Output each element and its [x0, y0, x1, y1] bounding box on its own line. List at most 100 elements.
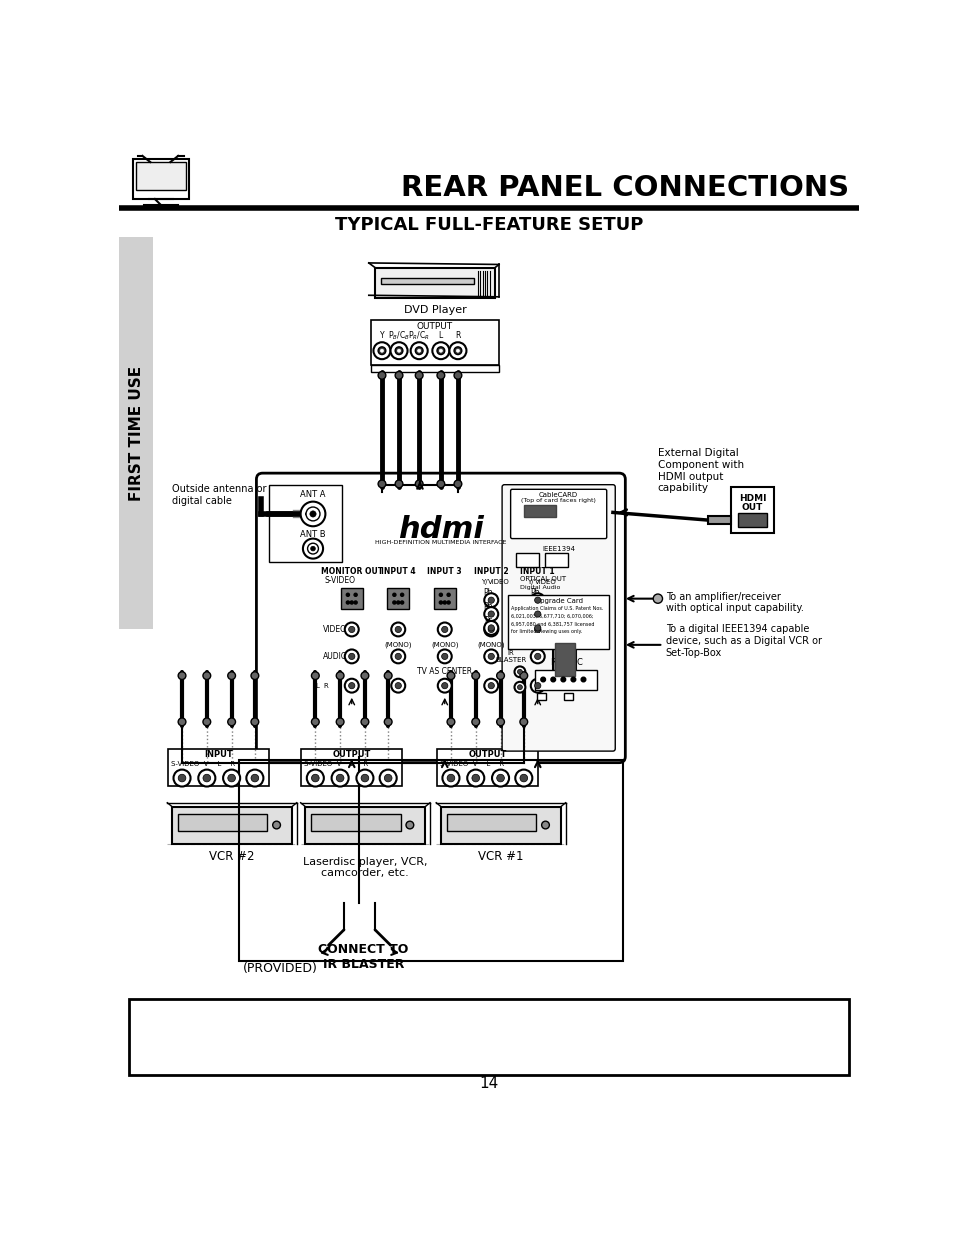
Circle shape	[344, 679, 358, 693]
Circle shape	[439, 601, 442, 604]
Circle shape	[384, 672, 392, 679]
Text: External Digital
Component with
HDMI output
capability: External Digital Component with HDMI out…	[658, 448, 743, 493]
Circle shape	[484, 593, 497, 608]
Circle shape	[307, 769, 323, 787]
Text: OPTICAL OUT: OPTICAL OUT	[519, 577, 565, 583]
Circle shape	[251, 774, 258, 782]
Circle shape	[517, 669, 522, 674]
Circle shape	[251, 672, 258, 679]
Circle shape	[454, 347, 461, 354]
Circle shape	[203, 774, 211, 782]
Text: Connect only 1 component to each input jack.: Connect only 1 component to each input j…	[198, 1007, 456, 1016]
Bar	[516, 553, 538, 567]
Circle shape	[410, 342, 427, 359]
Circle shape	[436, 347, 444, 354]
Bar	[168, 748, 269, 785]
Circle shape	[395, 653, 401, 659]
Circle shape	[417, 350, 420, 352]
Circle shape	[534, 683, 540, 689]
Bar	[311, 814, 400, 831]
Text: VIDEO: VIDEO	[488, 579, 509, 584]
Circle shape	[228, 672, 235, 679]
Circle shape	[449, 342, 466, 359]
Circle shape	[395, 347, 402, 354]
Circle shape	[653, 594, 661, 603]
Circle shape	[488, 653, 494, 659]
Circle shape	[530, 650, 544, 663]
Text: 6,957,080 and 6,381,757 licensed: 6,957,080 and 6,381,757 licensed	[510, 621, 594, 626]
Circle shape	[360, 718, 369, 726]
Circle shape	[488, 626, 494, 632]
Circle shape	[346, 601, 349, 604]
Text: HIGH-DEFINITION MULTIMEDIA INTERFACE: HIGH-DEFINITION MULTIMEDIA INTERFACE	[375, 540, 506, 545]
Circle shape	[488, 597, 494, 604]
Text: S-VIDEO  V    L    R: S-VIDEO V L R	[171, 761, 235, 767]
Text: VCR #2: VCR #2	[209, 850, 254, 863]
Circle shape	[530, 593, 544, 608]
Circle shape	[335, 718, 344, 726]
Text: 2.: 2.	[183, 1021, 193, 1031]
Circle shape	[492, 769, 509, 787]
Circle shape	[393, 593, 395, 597]
Circle shape	[472, 718, 479, 726]
Text: P$_B$/C$_B$: P$_B$/C$_B$	[388, 329, 410, 342]
Circle shape	[307, 543, 318, 555]
Circle shape	[441, 653, 447, 659]
Circle shape	[530, 622, 544, 636]
Circle shape	[454, 372, 461, 379]
Circle shape	[437, 622, 452, 636]
FancyBboxPatch shape	[136, 162, 186, 190]
Circle shape	[312, 774, 319, 782]
Circle shape	[395, 372, 402, 379]
Circle shape	[484, 621, 497, 635]
Circle shape	[335, 672, 344, 679]
Text: Pb: Pb	[483, 588, 493, 597]
Circle shape	[467, 769, 484, 787]
Text: Pr: Pr	[484, 616, 492, 625]
Circle shape	[580, 677, 585, 682]
Circle shape	[472, 672, 479, 679]
Circle shape	[354, 601, 356, 604]
Circle shape	[360, 672, 369, 679]
Circle shape	[519, 774, 527, 782]
Bar	[119, 237, 153, 630]
Circle shape	[519, 672, 527, 679]
Circle shape	[348, 626, 355, 632]
Circle shape	[484, 622, 497, 636]
Text: TV AS CENTER: TV AS CENTER	[416, 667, 472, 677]
Circle shape	[178, 774, 186, 782]
Text: IEEE1394: IEEE1394	[541, 546, 575, 552]
Text: R: R	[455, 331, 460, 340]
Text: S-VIDEO  V    L    R: S-VIDEO V L R	[304, 761, 368, 767]
Bar	[523, 505, 555, 517]
Bar	[371, 320, 498, 364]
Circle shape	[346, 593, 349, 597]
FancyBboxPatch shape	[172, 806, 292, 844]
Circle shape	[348, 653, 355, 659]
Bar	[387, 588, 409, 609]
Circle shape	[344, 622, 358, 636]
Circle shape	[310, 511, 315, 517]
Text: Inputs 1 and 2 can accomodate Composite and Component video signals.: Inputs 1 and 2 can accomodate Composite …	[198, 1037, 609, 1047]
Circle shape	[530, 608, 544, 621]
Text: Cables are not included with the purchase of this TV,  except when noted as "pro: Cables are not included with the purchas…	[198, 1052, 690, 1062]
Text: INPUT 4: INPUT 4	[380, 567, 416, 577]
FancyBboxPatch shape	[440, 806, 560, 844]
Bar	[555, 642, 575, 677]
Circle shape	[571, 677, 575, 682]
Circle shape	[251, 718, 258, 726]
Text: R: R	[323, 683, 328, 689]
Circle shape	[534, 625, 540, 631]
Circle shape	[437, 650, 452, 663]
Text: L: L	[438, 331, 442, 340]
Circle shape	[484, 608, 497, 621]
Circle shape	[436, 480, 444, 488]
Text: Application Claims of U.S. Patent Nos.: Application Claims of U.S. Patent Nos.	[510, 606, 602, 611]
Circle shape	[517, 684, 522, 689]
Circle shape	[540, 677, 545, 682]
Bar	[521, 503, 557, 524]
Circle shape	[203, 672, 211, 679]
Text: NOTES:: NOTES:	[136, 1005, 192, 1018]
Circle shape	[530, 621, 544, 635]
Circle shape	[541, 821, 549, 829]
